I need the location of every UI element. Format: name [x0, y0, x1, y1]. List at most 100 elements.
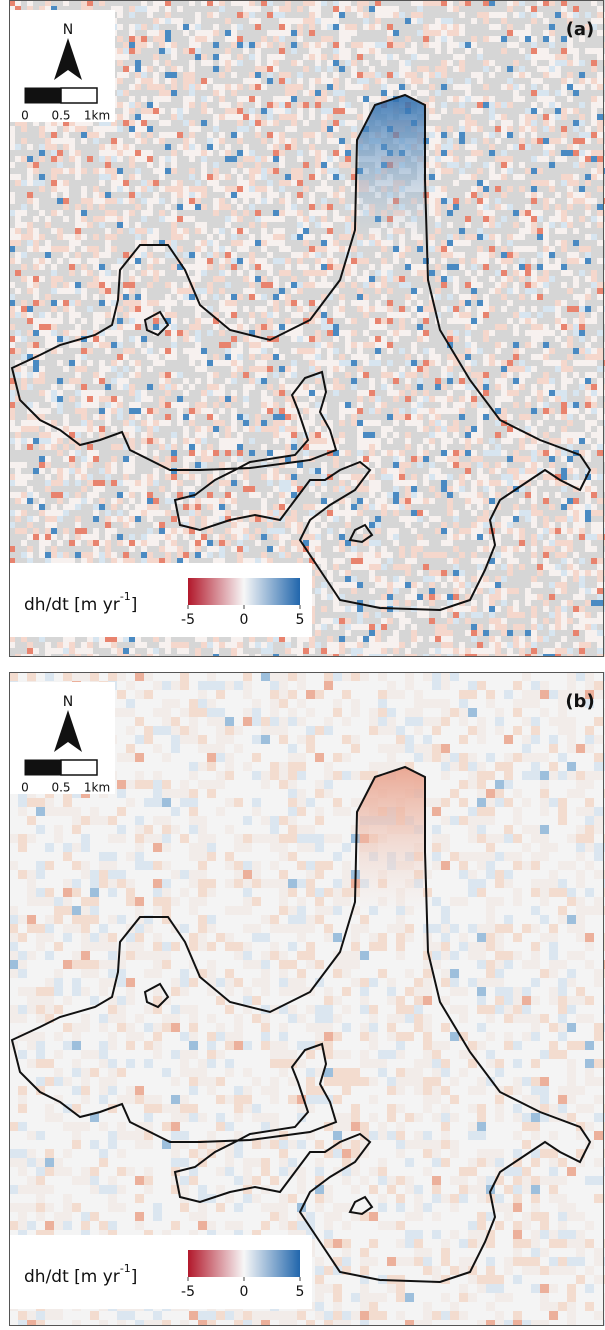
raster-cell	[567, 354, 573, 360]
raster-cell	[453, 144, 459, 150]
raster-cell	[369, 48, 375, 54]
raster-cell	[27, 168, 33, 174]
raster-cell	[171, 330, 177, 336]
raster-cell	[537, 312, 543, 318]
raster-cell	[69, 318, 75, 324]
raster-cell	[75, 312, 81, 318]
raster-cell	[537, 264, 543, 270]
raster-cell	[213, 432, 219, 438]
raster-cell	[171, 288, 177, 294]
raster-cell	[207, 384, 213, 390]
raster-cell	[237, 150, 243, 156]
raster-cell	[543, 288, 549, 294]
raster-cell	[51, 246, 57, 252]
raster-cell	[561, 426, 567, 432]
raster-cell	[309, 354, 315, 360]
raster-cell	[525, 168, 531, 174]
raster-cell	[429, 198, 435, 204]
raster-cell	[291, 540, 297, 546]
raster-cell	[93, 390, 99, 396]
raster-cell	[477, 126, 483, 132]
raster-cell	[105, 168, 111, 174]
raster-cell	[141, 252, 147, 258]
raster-cell	[555, 138, 561, 144]
raster-cell	[93, 258, 99, 264]
raster-cell	[249, 18, 255, 24]
raster-cell	[123, 180, 129, 186]
raster-cell	[147, 198, 153, 204]
raster-cell	[411, 402, 417, 408]
raster-cell	[237, 438, 243, 444]
raster-cell	[153, 408, 159, 414]
raster-cell	[231, 498, 237, 504]
raster-cell	[135, 306, 141, 312]
raster-cell	[531, 48, 537, 54]
raster-cell	[303, 282, 309, 288]
raster-cell	[57, 510, 63, 516]
raster-cell	[417, 402, 423, 408]
raster-cell	[525, 204, 531, 210]
raster-cell	[321, 222, 327, 228]
raster-cell	[471, 456, 477, 462]
raster-cell	[117, 396, 123, 402]
raster-cell	[147, 420, 153, 426]
raster-cell	[531, 18, 537, 24]
raster-cell	[579, 432, 585, 438]
raster-cell	[327, 330, 333, 336]
raster-cell	[435, 192, 441, 198]
raster-cell	[333, 246, 339, 252]
raster-cell	[243, 288, 249, 294]
raster-cell	[435, 138, 441, 144]
raster-cell	[315, 342, 321, 348]
raster-cell	[249, 186, 255, 192]
raster-cell	[543, 492, 549, 498]
raster-cell	[261, 234, 267, 240]
raster-cell	[429, 432, 435, 438]
raster-cell	[537, 276, 543, 282]
raster-cell	[351, 24, 357, 30]
raster-cell	[567, 84, 573, 90]
raster-cell	[147, 384, 153, 390]
raster-cell	[543, 84, 549, 90]
raster-cell	[237, 456, 243, 462]
raster-cell	[345, 180, 351, 186]
raster-cell	[585, 156, 591, 162]
raster-cell	[471, 282, 477, 288]
raster-cell	[297, 312, 303, 318]
raster-cell	[171, 348, 177, 354]
raster-cell	[99, 342, 105, 348]
raster-cell	[189, 186, 195, 192]
raster-cell	[315, 222, 321, 228]
raster-cell	[123, 492, 129, 498]
raster-cell	[69, 504, 75, 510]
raster-cell	[351, 66, 357, 72]
raster-cell	[123, 480, 129, 486]
raster-cell	[447, 60, 453, 66]
raster-cell	[177, 246, 183, 252]
raster-cell	[33, 228, 39, 234]
raster-cell	[495, 186, 501, 192]
raster-cell	[309, 270, 315, 276]
raster-cell	[471, 120, 477, 126]
raster-cell	[27, 498, 33, 504]
raster-cell	[99, 132, 105, 138]
raster-cell	[591, 432, 597, 438]
raster-cell	[189, 420, 195, 426]
raster-cell	[315, 162, 321, 168]
raster-cell	[135, 126, 141, 132]
raster-cell	[279, 12, 285, 18]
raster-cell	[315, 444, 321, 450]
raster-cell	[279, 480, 285, 486]
raster-cell	[69, 300, 75, 306]
raster-cell	[189, 348, 195, 354]
raster-cell	[81, 198, 87, 204]
raster-cell	[333, 192, 339, 198]
raster-cell	[387, 72, 393, 78]
raster-cell	[531, 504, 537, 510]
raster-cell	[117, 36, 123, 42]
raster-cell	[285, 90, 291, 96]
raster-cell	[273, 54, 279, 60]
raster-cell	[531, 456, 537, 462]
raster-cell	[165, 534, 171, 540]
raster-cell	[435, 360, 441, 366]
